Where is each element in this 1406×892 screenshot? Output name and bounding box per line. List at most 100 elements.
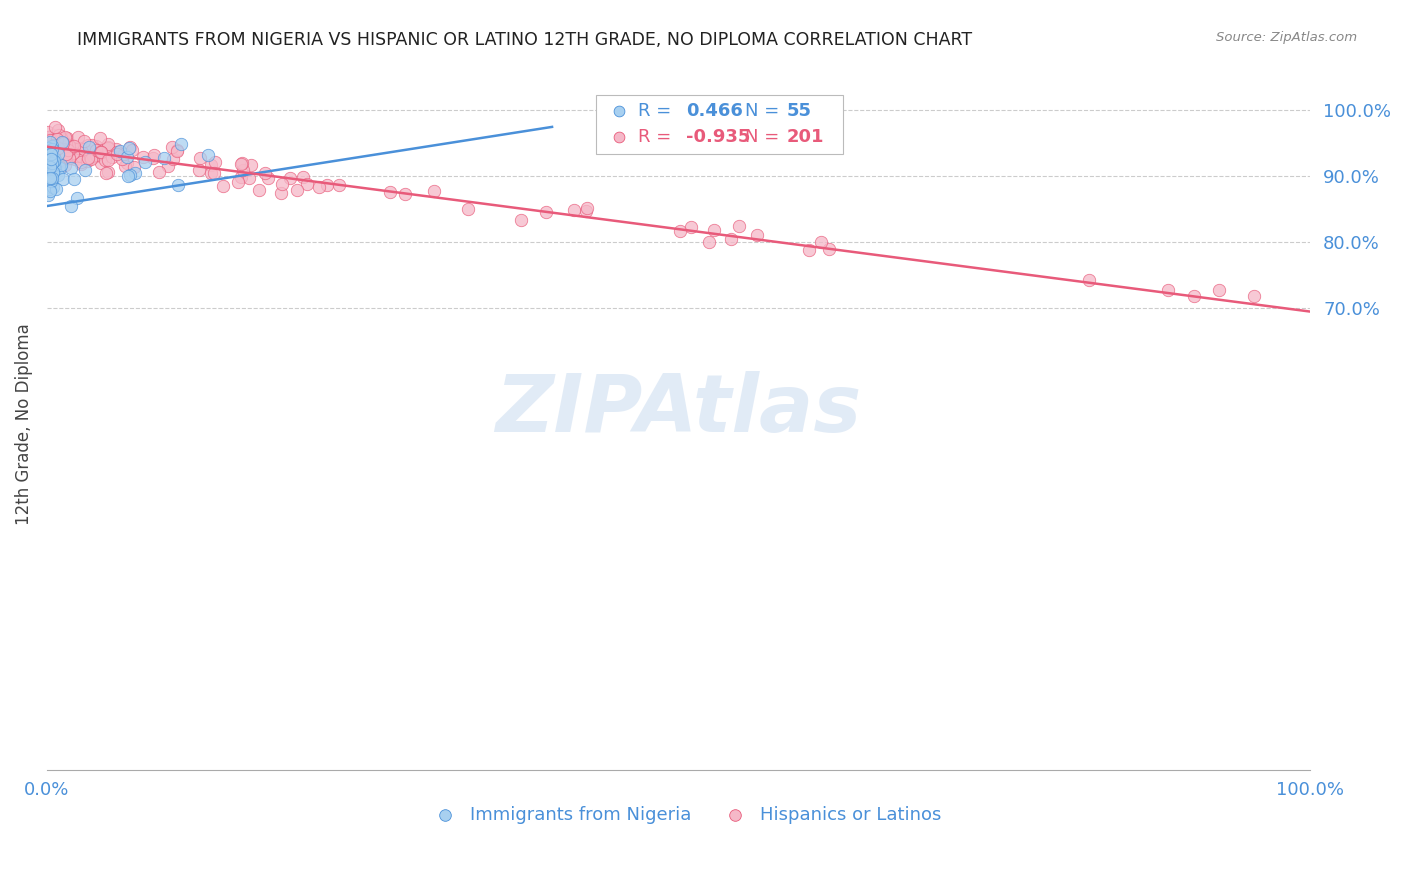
Point xyxy=(39,139,62,153)
Point xyxy=(457,202,479,217)
Point xyxy=(41,161,63,175)
Point xyxy=(49,142,72,156)
Point xyxy=(212,179,235,194)
Point xyxy=(70,157,93,171)
Point xyxy=(1208,283,1230,297)
Point xyxy=(111,152,134,166)
Y-axis label: 12th Grade, No Diploma: 12th Grade, No Diploma xyxy=(15,323,32,524)
Point xyxy=(41,146,63,161)
Point xyxy=(41,152,63,166)
Point xyxy=(58,139,80,153)
Point xyxy=(58,150,80,164)
Point xyxy=(41,171,63,186)
Point xyxy=(42,151,65,165)
Point xyxy=(42,137,65,152)
Point xyxy=(115,155,138,169)
Point xyxy=(41,128,63,142)
Point xyxy=(41,152,63,166)
FancyBboxPatch shape xyxy=(596,95,842,153)
Point xyxy=(818,242,841,256)
Point xyxy=(44,134,66,148)
Point xyxy=(56,143,79,157)
Point xyxy=(94,153,117,168)
Text: N =: N = xyxy=(745,103,779,120)
Point xyxy=(575,203,598,218)
Point xyxy=(200,158,222,172)
Point xyxy=(204,155,226,169)
Point xyxy=(44,141,66,155)
Point xyxy=(63,143,86,157)
Point xyxy=(394,187,416,202)
Point xyxy=(44,157,66,171)
Point xyxy=(42,164,65,178)
Point xyxy=(46,141,69,155)
Point xyxy=(60,199,83,213)
Point xyxy=(63,139,86,153)
Point xyxy=(41,133,63,147)
Point xyxy=(56,137,79,152)
Point xyxy=(37,150,59,164)
Point xyxy=(38,144,60,158)
Point xyxy=(226,175,249,189)
Point xyxy=(231,156,253,170)
Point xyxy=(53,158,76,172)
Point xyxy=(107,147,129,161)
Point xyxy=(79,150,101,164)
Point xyxy=(53,129,76,144)
Point xyxy=(37,167,59,181)
Point xyxy=(188,162,211,177)
Point xyxy=(77,145,100,160)
Point xyxy=(148,164,170,178)
Point xyxy=(49,140,72,154)
Point xyxy=(607,136,630,150)
Point xyxy=(60,143,83,157)
Point xyxy=(117,169,139,183)
Point xyxy=(157,159,180,173)
Point xyxy=(510,212,533,227)
Point xyxy=(55,149,77,163)
Point xyxy=(52,135,75,149)
Point xyxy=(79,145,101,160)
Point xyxy=(42,135,65,149)
Point xyxy=(89,131,111,145)
Point xyxy=(46,141,69,155)
Point xyxy=(170,137,193,152)
Point xyxy=(41,147,63,161)
Point xyxy=(37,129,59,144)
Point xyxy=(55,147,77,161)
Point xyxy=(46,132,69,146)
Point xyxy=(53,141,76,155)
Point xyxy=(37,143,59,157)
Point xyxy=(44,133,66,147)
Point xyxy=(82,138,104,153)
Point xyxy=(73,142,96,156)
Point xyxy=(58,151,80,165)
Point xyxy=(52,146,75,161)
Point xyxy=(37,145,59,160)
Point xyxy=(52,172,75,186)
Point xyxy=(232,163,254,178)
Point xyxy=(114,159,136,173)
Point xyxy=(97,137,120,152)
Point xyxy=(41,174,63,188)
Text: N =: N = xyxy=(745,128,779,146)
Point xyxy=(97,164,120,178)
Point xyxy=(285,183,308,197)
Point xyxy=(41,143,63,157)
Point xyxy=(90,145,112,159)
Point xyxy=(49,148,72,162)
Point xyxy=(105,145,128,160)
Point xyxy=(118,168,141,182)
Point xyxy=(38,133,60,147)
Point xyxy=(229,169,252,184)
Point xyxy=(110,144,132,158)
Point xyxy=(607,161,630,175)
Point xyxy=(80,152,103,166)
Point xyxy=(270,186,292,201)
Point xyxy=(55,149,77,163)
Point xyxy=(239,157,262,171)
Point xyxy=(49,153,72,167)
Point xyxy=(77,137,100,152)
Point xyxy=(200,166,222,180)
Point xyxy=(703,223,725,237)
